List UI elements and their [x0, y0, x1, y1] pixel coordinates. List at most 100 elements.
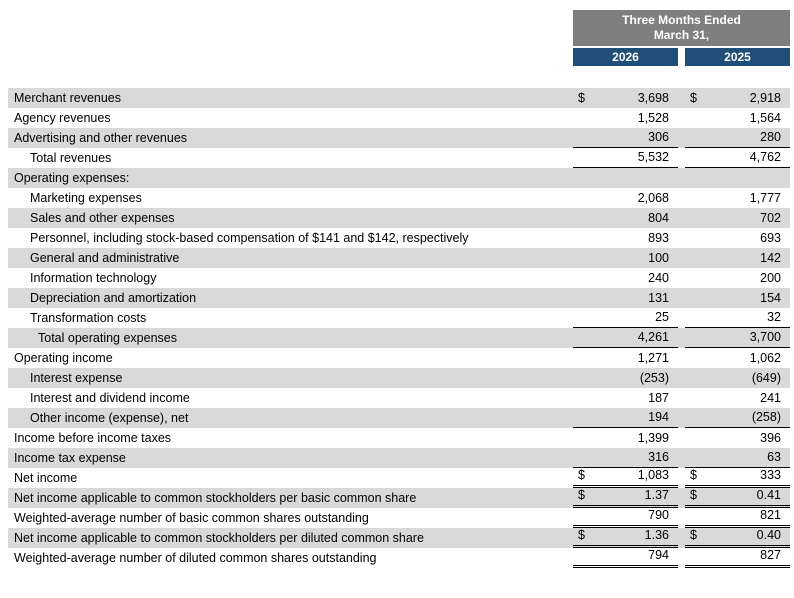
value: 200	[760, 271, 781, 285]
header-spacer	[8, 10, 573, 66]
table-row: Net income applicable to common stockhol…	[8, 528, 790, 548]
table-row: Marketing expenses 2,068 1,777	[8, 188, 790, 208]
value-cell-2026: 100	[573, 248, 678, 268]
row-label: Operating expenses:	[14, 171, 130, 185]
value-cell-2025: 32	[685, 308, 790, 328]
value: 827	[760, 548, 781, 562]
value: 1.36	[644, 528, 669, 542]
value-cell-2026: (253)	[573, 368, 678, 388]
row-label: Personnel, including stock-based compens…	[30, 231, 469, 245]
row-label: Sales and other expenses	[30, 211, 175, 225]
row-label: Total operating expenses	[38, 331, 177, 345]
value-cell-2026: $1,083	[573, 468, 678, 488]
value-cell-2026: 794	[573, 548, 678, 568]
value-cell-2026: 1,271	[573, 348, 678, 368]
value-cell-2026: 790	[573, 508, 678, 528]
table-row: Sales and other expenses 804 702	[8, 208, 790, 228]
dollar-sign: $	[578, 488, 585, 502]
value-cell-2026: 131	[573, 288, 678, 308]
value: 194	[648, 410, 669, 424]
value-cell-2026: 194	[573, 408, 678, 428]
value-cell-2025: 1,564	[685, 108, 790, 128]
value: 396	[760, 431, 781, 445]
value: 893	[648, 231, 669, 245]
value-cell-2025: $0.40	[685, 528, 790, 548]
value: 1,062	[749, 351, 781, 365]
value: 142	[760, 251, 781, 265]
value: 3,698	[637, 91, 669, 105]
value-cell-2025: 702	[685, 208, 790, 228]
value-cell-2026: 187	[573, 388, 678, 408]
value: 702	[760, 211, 781, 225]
value: 100	[648, 251, 669, 265]
value-cell-2025: 200	[685, 268, 790, 288]
value-cell-2026: 4,261	[573, 328, 678, 348]
table-row: Operating income 1,271 1,062	[8, 348, 790, 368]
table-row: Agency revenues 1,528 1,564	[8, 108, 790, 128]
table-row: Weighted-average number of diluted commo…	[8, 548, 790, 568]
value: 1,271	[637, 351, 669, 365]
value-cell-2025: 142	[685, 248, 790, 268]
value-cell-2025: 1,777	[685, 188, 790, 208]
value: 0.40	[756, 528, 781, 542]
value: 333	[760, 468, 781, 482]
table-row: Income tax expense 316 63	[8, 448, 790, 468]
value: 821	[760, 508, 781, 522]
row-label: Net income applicable to common stockhol…	[14, 491, 417, 505]
value: 693	[760, 231, 781, 245]
value: 2,918	[749, 91, 781, 105]
value: 241	[760, 391, 781, 405]
value-cell-2025: 821	[685, 508, 790, 528]
row-label: Net income	[14, 471, 78, 485]
value-cell-2026: 1,399	[573, 428, 678, 448]
value-cell-2026: $1.37	[573, 488, 678, 508]
value-cell-2026: 316	[573, 448, 678, 468]
row-label: Merchant revenues	[14, 91, 122, 105]
table-row: Merchant revenues $3,698 $2,918	[8, 88, 790, 108]
value-cell-2026: 25	[573, 308, 678, 328]
value-cell-2026: 306	[573, 128, 678, 148]
value: 4,261	[637, 330, 669, 344]
value: 1,399	[637, 431, 669, 445]
table-row: Interest expense (253) (649)	[8, 368, 790, 388]
row-label: Marketing expenses	[30, 191, 142, 205]
value-cell-2025: 154	[685, 288, 790, 308]
value-cell-2026: 2,068	[573, 188, 678, 208]
value: (649)	[751, 371, 781, 385]
value: 280	[760, 130, 781, 144]
year-headers: 2026 2025	[573, 48, 790, 66]
table-row: Depreciation and amortization 131 154	[8, 288, 790, 308]
value-cell-2026: 804	[573, 208, 678, 228]
value: 306	[648, 130, 669, 144]
value: 240	[648, 271, 669, 285]
table-body: Merchant revenues $3,698 $2,918 Agency reve…	[8, 88, 790, 568]
value-cell-2025: 693	[685, 228, 790, 248]
value-cell-2025: $2,918	[685, 88, 790, 108]
value-cell-2026: $1.36	[573, 528, 678, 548]
row-label: Interest expense	[30, 371, 123, 385]
value: 63	[767, 450, 781, 464]
year-header-2025: 2025	[685, 48, 790, 66]
value-cell-2026: 893	[573, 228, 678, 248]
value: 804	[648, 211, 669, 225]
table-row: Information technology 240 200	[8, 268, 790, 288]
row-label: Interest and dividend income	[30, 391, 190, 405]
dollar-sign: $	[690, 488, 697, 502]
dollar-sign: $	[578, 468, 585, 482]
period-header: Three Months Ended March 31,	[573, 10, 790, 46]
table-row: Personnel, including stock-based compens…	[8, 228, 790, 248]
value: 187	[648, 391, 669, 405]
table-row: Advertising and other revenues 306 280	[8, 128, 790, 148]
row-label: General and administrative	[30, 251, 180, 265]
value: 1,777	[749, 191, 781, 205]
row-label: Total revenues	[30, 151, 112, 165]
value-cell-2025: $0.41	[685, 488, 790, 508]
table-row: General and administrative 100 142	[8, 248, 790, 268]
dollar-sign: $	[690, 91, 697, 105]
row-label: Income before income taxes	[14, 431, 172, 445]
row-label: Income tax expense	[14, 451, 126, 465]
value-cell-2025: 241	[685, 388, 790, 408]
dollar-sign: $	[690, 468, 697, 482]
income-statement-table: Three Months Ended March 31, 2026 2025 M…	[8, 10, 790, 568]
value: 1.37	[644, 488, 669, 502]
